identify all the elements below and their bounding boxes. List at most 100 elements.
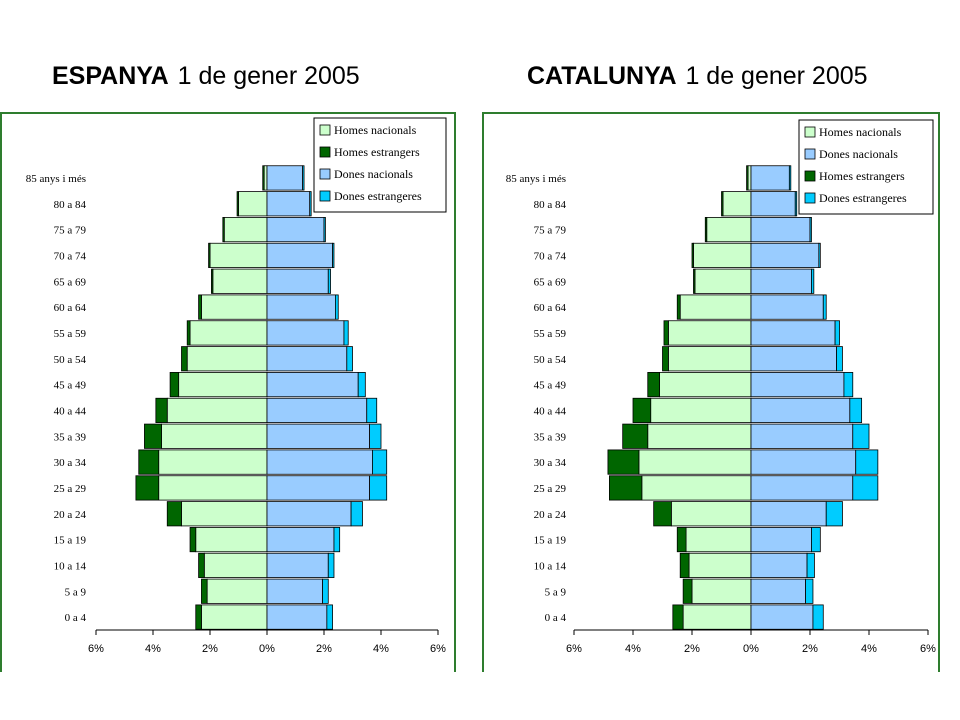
bar-dones-nacionals — [750, 294, 824, 320]
y-tick-label: 10 a 14 — [534, 560, 567, 572]
bar-homes-estrangers — [201, 578, 208, 604]
bar-dones-estrangeres — [357, 372, 366, 398]
x-tick-label: 6% — [88, 643, 104, 655]
legend-swatch — [804, 148, 816, 160]
bar-homes-nacionals — [158, 449, 268, 475]
x-tick-label: 4% — [625, 643, 641, 655]
bar-homes-estrangers — [622, 423, 649, 449]
bar-dones-nacionals — [266, 268, 329, 294]
bar-dones-estrangeres — [825, 501, 843, 527]
bar-homes-nacionals — [641, 475, 752, 501]
bar-dones-estrangeres — [805, 578, 814, 604]
y-tick-label: 35 a 39 — [54, 431, 87, 443]
bar-dones-estrangeres — [323, 217, 326, 243]
bar-dones-estrangeres — [849, 397, 863, 423]
y-tick-label: 20 a 24 — [54, 509, 87, 521]
chart-frame-espanya — [0, 112, 456, 672]
y-tick-label: 80 a 84 — [534, 199, 567, 211]
bar-homes-estrangers — [236, 191, 239, 217]
bar-homes-estrangers — [746, 165, 749, 191]
bar-dones-nacionals — [266, 578, 323, 604]
bar-dones-estrangeres — [834, 320, 840, 346]
bar-dones-nacionals — [266, 242, 333, 268]
bar-homes-estrangers — [632, 397, 652, 423]
bar-homes-estrangers — [222, 217, 225, 243]
bar-dones-estrangeres — [327, 268, 331, 294]
bar-homes-estrangers — [186, 320, 191, 346]
bar-homes-nacionals — [668, 346, 752, 372]
bar-homes-nacionals — [158, 475, 268, 501]
bar-homes-estrangers — [609, 475, 643, 501]
bar-homes-estrangers — [181, 346, 188, 372]
heading-region: CATALUNYA — [527, 62, 677, 90]
bar-homes-estrangers — [662, 346, 669, 372]
bar-homes-nacionals — [201, 604, 268, 630]
y-tick-label: 45 a 49 — [534, 380, 567, 392]
bar-dones-estrangeres — [852, 423, 870, 449]
bar-dones-nacionals — [750, 475, 854, 501]
bar-dones-estrangeres — [346, 346, 353, 372]
bar-dones-nacionals — [750, 268, 812, 294]
bar-dones-nacionals — [750, 372, 845, 398]
legend-label: Homes estrangers — [819, 169, 905, 183]
x-tick-label: 4% — [373, 643, 389, 655]
y-tick-label: 85 anys i més — [26, 173, 86, 185]
bar-homes-nacionals — [206, 578, 268, 604]
bar-dones-nacionals — [750, 346, 837, 372]
bar-homes-estrangers — [653, 501, 672, 527]
legend-swatch — [804, 126, 816, 138]
bar-dones-estrangeres — [372, 449, 388, 475]
bar-homes-nacionals — [263, 165, 268, 191]
y-tick-label: 5 a 9 — [545, 586, 567, 598]
y-tick-label: 75 a 79 — [534, 225, 567, 237]
bar-homes-estrangers — [676, 527, 687, 553]
y-tick-label: 35 a 39 — [534, 431, 567, 443]
bar-homes-nacionals — [166, 397, 268, 423]
bar-homes-estrangers — [607, 449, 640, 475]
bar-homes-estrangers — [195, 604, 202, 630]
bar-dones-estrangeres — [326, 604, 333, 630]
y-tick-label: 65 a 69 — [534, 276, 567, 288]
chart-heading-espanya: ESPANYA 1 de gener 2005 — [52, 62, 360, 98]
bar-dones-nacionals — [750, 320, 836, 346]
bar-homes-estrangers — [169, 372, 180, 398]
bar-homes-nacionals — [679, 294, 752, 320]
bar-dones-estrangeres — [836, 346, 843, 372]
heading-date: 1 de gener 2005 — [685, 62, 868, 90]
bar-homes-nacionals — [659, 372, 752, 398]
bar-dones-estrangeres — [334, 294, 339, 320]
bar-dones-nacionals — [266, 346, 348, 372]
bar-homes-estrangers — [166, 501, 182, 527]
y-tick-label: 15 a 19 — [54, 535, 87, 547]
bar-homes-nacionals — [688, 552, 752, 578]
bar-dones-estrangeres — [843, 372, 854, 398]
bar-homes-estrangers — [155, 397, 168, 423]
bar-dones-nacionals — [266, 423, 370, 449]
y-tick-label: 0 a 4 — [545, 612, 567, 624]
bar-dones-estrangeres — [809, 217, 812, 243]
bar-dones-nacionals — [750, 552, 808, 578]
bar-homes-nacionals — [685, 527, 752, 553]
bar-dones-nacionals — [750, 242, 820, 268]
bar-homes-estrangers — [138, 449, 160, 475]
legend-label: Dones estrangeres — [819, 191, 907, 205]
y-tick-label: 55 a 59 — [54, 328, 87, 340]
bar-dones-nacionals — [750, 397, 851, 423]
bar-homes-estrangers — [682, 578, 693, 604]
legend-label: Homes estrangers — [334, 145, 420, 159]
legend-swatch — [319, 146, 331, 158]
bar-homes-nacionals — [238, 191, 268, 217]
x-tick-label: 2% — [684, 643, 700, 655]
bar-dones-nacionals — [750, 501, 827, 527]
bar-homes-nacionals — [691, 578, 752, 604]
bar-dones-nacionals — [266, 191, 311, 217]
bar-dones-estrangeres — [806, 552, 815, 578]
bar-homes-nacionals — [209, 242, 268, 268]
bar-dones-nacionals — [266, 501, 352, 527]
bar-dones-nacionals — [750, 578, 806, 604]
x-tick-label: 0% — [259, 643, 275, 655]
bar-dones-nacionals — [266, 527, 335, 553]
y-tick-label: 60 a 64 — [54, 302, 87, 314]
heading-region: ESPANYA — [52, 62, 169, 90]
bar-homes-estrangers — [679, 552, 690, 578]
